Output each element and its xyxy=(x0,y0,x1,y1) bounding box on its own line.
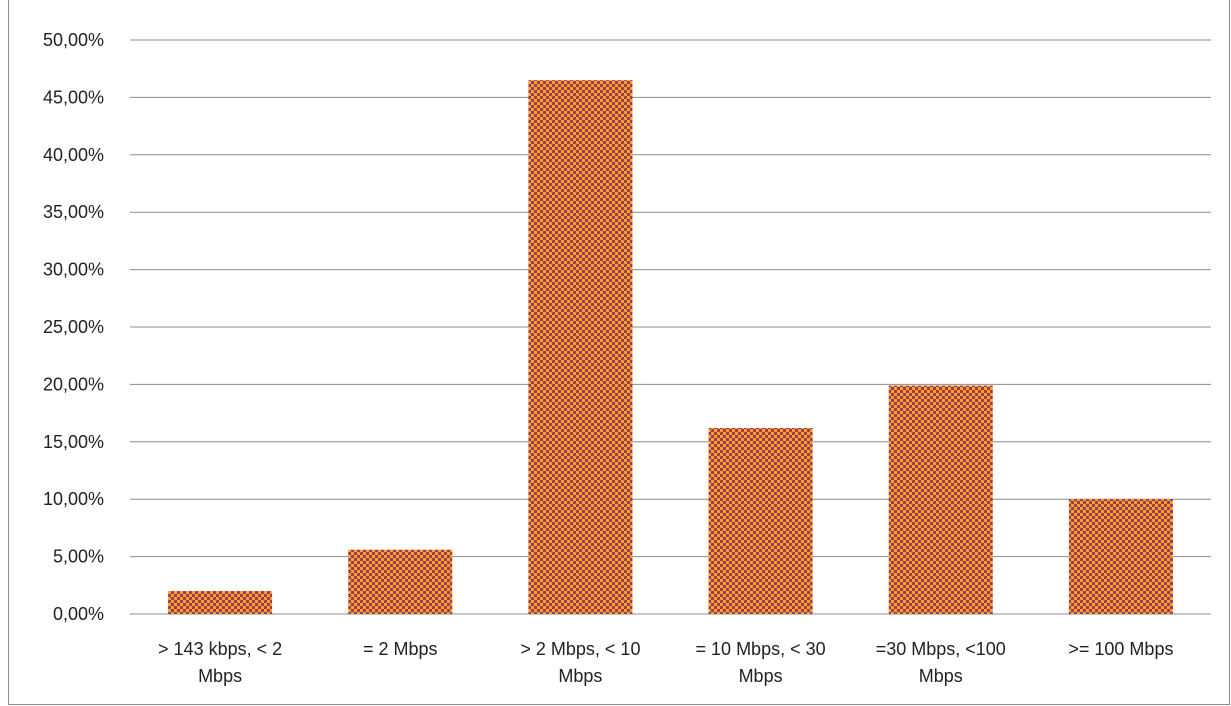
x-category-label: >= 100 Mbps xyxy=(1068,639,1173,659)
y-tick-label: 0,00% xyxy=(53,604,104,624)
x-category-label-line: Mbps xyxy=(739,666,783,686)
y-tick-label: 45,00% xyxy=(43,87,104,107)
y-tick-label: 40,00% xyxy=(43,145,104,165)
y-tick-label: 35,00% xyxy=(43,202,104,222)
x-category-label-line: = 2 Mbps xyxy=(363,639,438,659)
bars xyxy=(168,80,1173,615)
x-category-label-line: Mbps xyxy=(198,666,242,686)
x-category-label: =30 Mbps, <100 Mbps xyxy=(876,639,1006,686)
y-tick-label: 50,00% xyxy=(43,30,104,50)
bar xyxy=(348,549,453,614)
x-category-label: = 10 Mbps, < 30 Mbps xyxy=(696,639,826,686)
bar xyxy=(168,591,273,614)
bar xyxy=(888,385,993,614)
y-tick-label: 20,00% xyxy=(43,374,104,394)
bar xyxy=(708,428,813,614)
x-category-label-line: Mbps xyxy=(919,666,963,686)
x-category-label: = 2 Mbps xyxy=(363,639,438,659)
y-tick-label: 5,00% xyxy=(53,547,104,567)
bar xyxy=(528,80,633,615)
y-tick-label: 15,00% xyxy=(43,432,104,452)
grid-lines xyxy=(130,39,1211,615)
x-category-label-line: > 143 kbps, < 2 xyxy=(158,639,282,659)
x-category-label-line: = 10 Mbps, < 30 xyxy=(696,639,826,659)
x-category-label-line: Mbps xyxy=(558,666,602,686)
y-tick-label: 10,00% xyxy=(43,489,104,509)
y-axis-labels: 0,00% 5,00% 10,00% 15,00% 20,00% 25,00% 30,00%… xyxy=(43,30,104,624)
x-category-label: > 2 Mbps, < 10 Mbps xyxy=(520,639,640,686)
x-category-label-line: =30 Mbps, <100 xyxy=(876,639,1006,659)
x-category-label-line: > 2 Mbps, < 10 xyxy=(520,639,640,659)
y-tick-label: 25,00% xyxy=(43,317,104,337)
bar xyxy=(1068,499,1173,614)
x-axis-labels: > 143 kbps, < 2 Mbps = 2 Mbps > 2 Mbps, < 1… xyxy=(158,639,1173,686)
x-category-label-line: >= 100 Mbps xyxy=(1068,639,1173,659)
y-tick-label: 30,00% xyxy=(43,260,104,280)
x-category-label: > 143 kbps, < 2 Mbps xyxy=(158,639,282,686)
